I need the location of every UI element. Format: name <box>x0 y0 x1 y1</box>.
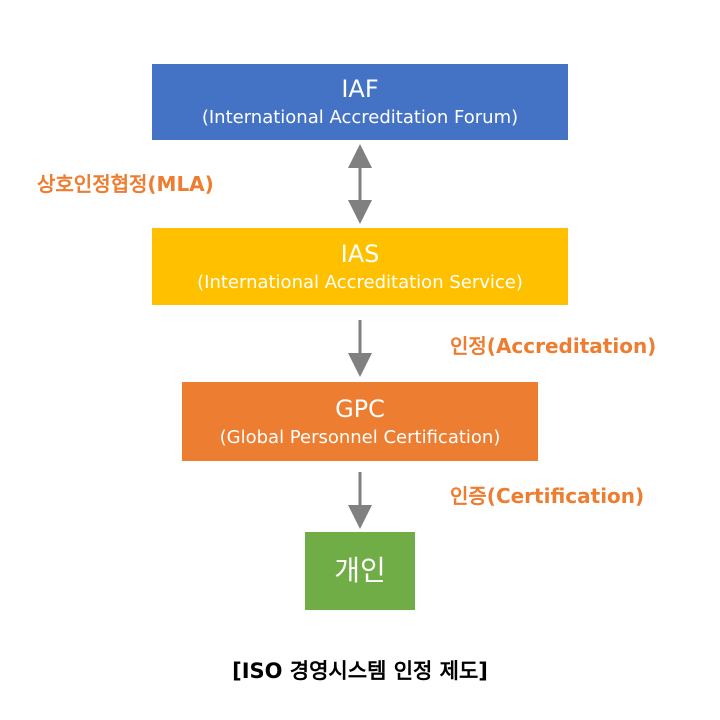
ias-node: IAS (International Accreditation Service… <box>152 228 568 305</box>
gpc-title: GPC <box>335 394 385 423</box>
certification-label: 인증(Certification) <box>450 484 645 508</box>
iaf-title: IAF <box>341 75 379 103</box>
ias-subtitle: (International Accreditation Service) <box>197 271 523 293</box>
gpc-subtitle: (Global Personnel Certification) <box>219 426 501 448</box>
person-title: 개인 <box>334 554 386 587</box>
diagram-caption: [ISO 경영시스템 인정 제도] <box>232 659 488 683</box>
person-node: 개인 <box>305 532 415 610</box>
iaf-node: IAF (International Accreditation Forum) <box>152 64 568 140</box>
ias-title: IAS <box>340 239 380 268</box>
iaf-subtitle: (International Accreditation Forum) <box>201 107 519 128</box>
mla-label: 상호인정협정(MLA) <box>37 172 214 196</box>
accreditation-label: 인정(Accreditation) <box>450 334 657 358</box>
gpc-node: GPC (Global Personnel Certification) <box>182 382 538 461</box>
